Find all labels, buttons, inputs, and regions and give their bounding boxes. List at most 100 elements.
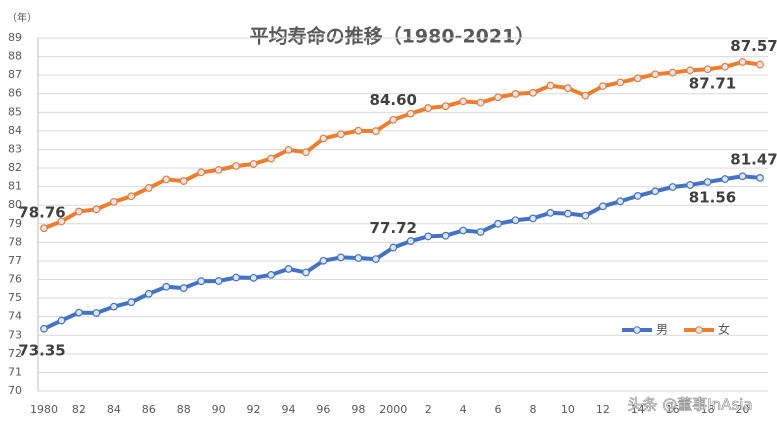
data-point [633,74,642,83]
data-point [127,192,136,201]
data-point [57,217,66,226]
data-point [598,202,607,211]
data-label: 81.56 [689,189,736,207]
x-tick-label: 86 [142,403,156,416]
y-tick-label: 80 [8,198,22,211]
data-point [179,284,188,292]
series-line [43,59,761,231]
x-tick-label: 14 [631,403,645,416]
data-point [686,66,695,75]
legend-marker [633,326,641,334]
data-point [476,98,485,107]
data-point [441,231,450,240]
data-point [302,268,310,277]
data-point [459,97,468,106]
data-point [144,289,153,298]
y-tick-label: 81 [8,180,22,193]
y-tick-label: 87 [8,68,22,81]
data-point [564,84,572,93]
data-point [738,172,747,181]
data-point [249,160,258,168]
data-point [703,65,712,74]
data-point [581,211,590,220]
data-label: 77.72 [370,219,417,237]
legend-label: 女 [718,322,730,337]
data-point [424,232,433,241]
data-point [459,226,468,235]
data-label: 81.47 [730,150,777,168]
data-point [686,181,695,189]
data-point [162,175,171,184]
data-point [494,93,502,102]
y-tick-label: 71 [8,365,22,378]
data-point [406,109,415,118]
data-point [214,277,223,285]
data-point [302,148,310,157]
data-label: 78.76 [18,204,65,222]
data-point [441,102,450,111]
legend-marker [695,326,703,334]
watermark: 头条 @董事InAsia [627,396,752,414]
data-point [651,187,660,196]
data-point [529,214,537,223]
x-tick-label: 98 [351,403,365,416]
data-point [109,197,118,206]
data-point [651,70,660,79]
data-point [668,68,677,77]
x-tick-label: 20 [736,403,750,416]
y-tick-label: 72 [8,347,22,360]
data-point [144,184,153,192]
y-tick-label: 73 [8,328,22,341]
data-point [92,205,101,214]
data-point [546,81,555,90]
y-tick-label: 78 [8,235,22,248]
data-point [371,255,380,263]
data-point [197,277,206,286]
x-tick-label: 2 [425,403,432,416]
chart-title: 平均寿命の推移（1980-2021） [250,25,535,48]
x-tick-label: 84 [107,403,121,416]
data-label: 84.60 [370,91,417,109]
data-point [75,207,83,216]
x-tick-label: 90 [212,403,226,416]
data-point [738,58,747,66]
data-point [162,282,171,291]
data-label: 87.57 [730,37,777,55]
y-tick-label: 83 [8,142,22,155]
data-point [529,88,537,97]
data-point [546,208,555,217]
x-tick-label: 8 [529,403,536,416]
data-point [511,90,520,98]
data-point [511,216,520,225]
data-point [40,324,48,333]
data-label: 87.71 [689,74,736,92]
data-point [564,209,572,218]
data-point [267,270,275,279]
data-point [179,177,188,185]
y-tick-label: 84 [8,124,22,137]
data-point [197,168,206,177]
data-point [284,265,293,273]
data-point [424,104,433,112]
y-axis-label: （年） [7,11,37,24]
y-tick-label: 75 [8,291,22,304]
x-tick-label: 88 [177,403,191,416]
data-point [598,82,607,91]
data-point [214,166,223,174]
x-tick-label: 6 [495,403,502,416]
x-tick-label: 2000 [379,403,407,416]
data-point [92,309,101,317]
y-tick-label: 86 [8,87,22,100]
data-point [756,173,764,182]
y-tick-label: 82 [8,161,22,174]
y-tick-label: 70 [8,384,22,397]
data-point [756,60,764,69]
data-label: 73.35 [18,341,65,359]
data-point [336,253,345,262]
y-tick-label: 76 [8,273,22,286]
data-point [40,224,48,233]
y-tick-label: 74 [8,310,22,323]
x-tick-label: 4 [460,403,467,416]
data-point [127,298,136,307]
